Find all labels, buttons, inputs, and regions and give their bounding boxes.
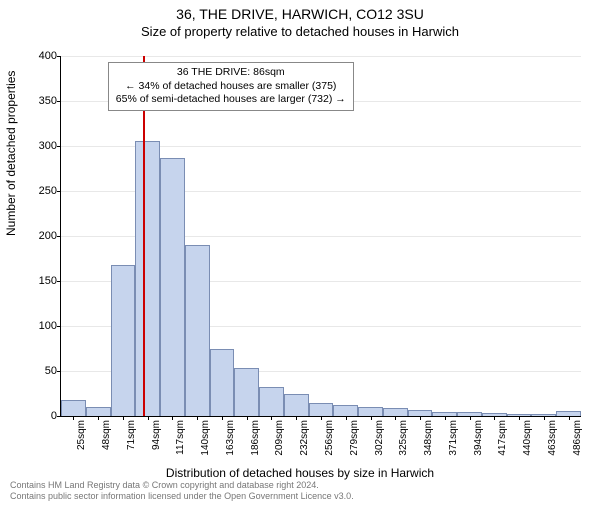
y-tick-label: 400 — [39, 50, 61, 62]
histogram-bar — [333, 405, 358, 416]
x-tick-mark — [544, 416, 545, 420]
x-tick-label: 348sqm — [423, 420, 434, 456]
x-tick-label: 117sqm — [175, 420, 186, 455]
y-axis-label: Number of detached properties — [4, 71, 18, 236]
y-tick-label: 50 — [45, 365, 61, 377]
x-tick-label: 25sqm — [76, 420, 87, 450]
histogram-bar — [111, 265, 136, 416]
x-tick-mark — [197, 416, 198, 420]
x-axis-label: Distribution of detached houses by size … — [0, 466, 600, 480]
plot-area: 05010015020025030035040025sqm48sqm71sqm9… — [60, 56, 581, 417]
histogram-bar — [284, 394, 309, 416]
x-tick-label: 394sqm — [473, 420, 484, 456]
x-tick-mark — [470, 416, 471, 420]
x-tick-mark — [494, 416, 495, 420]
x-tick-label: 417sqm — [497, 420, 508, 456]
x-tick-mark — [395, 416, 396, 420]
histogram-bar — [210, 349, 235, 417]
histogram-bar — [135, 141, 160, 416]
grid-line — [61, 56, 581, 57]
x-tick-mark — [445, 416, 446, 420]
x-tick-mark — [172, 416, 173, 420]
histogram-bar — [234, 368, 259, 416]
histogram-bar — [383, 408, 408, 416]
x-tick-mark — [519, 416, 520, 420]
x-tick-mark — [296, 416, 297, 420]
histogram-bar — [86, 407, 111, 416]
y-tick-label: 300 — [39, 140, 61, 152]
x-tick-label: 71sqm — [126, 420, 137, 450]
x-tick-mark — [73, 416, 74, 420]
histogram-bar — [160, 158, 185, 416]
x-tick-label: 140sqm — [200, 420, 211, 456]
chart-container: 36, THE DRIVE, HARWICH, CO12 3SU Size of… — [0, 6, 600, 506]
x-tick-label: 302sqm — [374, 420, 385, 456]
x-tick-mark — [420, 416, 421, 420]
x-tick-mark — [148, 416, 149, 420]
annotation-box: 36 THE DRIVE: 86sqm← 34% of detached hou… — [108, 62, 354, 111]
x-tick-mark — [569, 416, 570, 420]
footer-line: Contains HM Land Registry data © Crown c… — [10, 480, 354, 491]
y-tick-label: 0 — [51, 410, 61, 422]
y-tick-label: 150 — [39, 275, 61, 287]
y-tick-label: 100 — [39, 320, 61, 332]
y-tick-label: 350 — [39, 95, 61, 107]
x-tick-label: 256sqm — [324, 420, 335, 456]
x-tick-label: 486sqm — [572, 420, 583, 456]
x-tick-mark — [247, 416, 248, 420]
x-tick-mark — [123, 416, 124, 420]
x-tick-label: 48sqm — [101, 420, 112, 450]
histogram-bar — [309, 403, 334, 416]
annotation-line: 65% of semi-detached houses are larger (… — [116, 93, 346, 107]
x-tick-mark — [371, 416, 372, 420]
x-tick-label: 232sqm — [299, 420, 310, 456]
footer-line: Contains public sector information licen… — [10, 491, 354, 502]
y-tick-label: 200 — [39, 230, 61, 242]
x-tick-label: 186sqm — [250, 420, 261, 456]
x-tick-label: 279sqm — [349, 420, 360, 456]
x-tick-mark — [271, 416, 272, 420]
histogram-bar — [61, 400, 86, 416]
x-tick-label: 463sqm — [547, 420, 558, 456]
x-tick-mark — [321, 416, 322, 420]
x-tick-mark — [222, 416, 223, 420]
chart-subtitle: Size of property relative to detached ho… — [0, 24, 600, 39]
histogram-bar — [185, 245, 210, 416]
x-tick-label: 94sqm — [151, 420, 162, 450]
x-tick-mark — [98, 416, 99, 420]
annotation-line: 36 THE DRIVE: 86sqm — [116, 66, 346, 80]
y-tick-label: 250 — [39, 185, 61, 197]
annotation-line: ← 34% of detached houses are smaller (37… — [116, 80, 346, 94]
footer-attribution: Contains HM Land Registry data © Crown c… — [10, 480, 354, 502]
chart-title: 36, THE DRIVE, HARWICH, CO12 3SU — [0, 6, 600, 22]
x-tick-label: 163sqm — [225, 420, 236, 456]
histogram-bar — [259, 387, 284, 416]
x-tick-label: 209sqm — [274, 420, 285, 456]
x-tick-label: 325sqm — [398, 420, 409, 456]
x-tick-mark — [346, 416, 347, 420]
histogram-bar — [358, 407, 383, 416]
x-tick-label: 371sqm — [448, 420, 459, 456]
x-tick-label: 440sqm — [522, 420, 533, 456]
